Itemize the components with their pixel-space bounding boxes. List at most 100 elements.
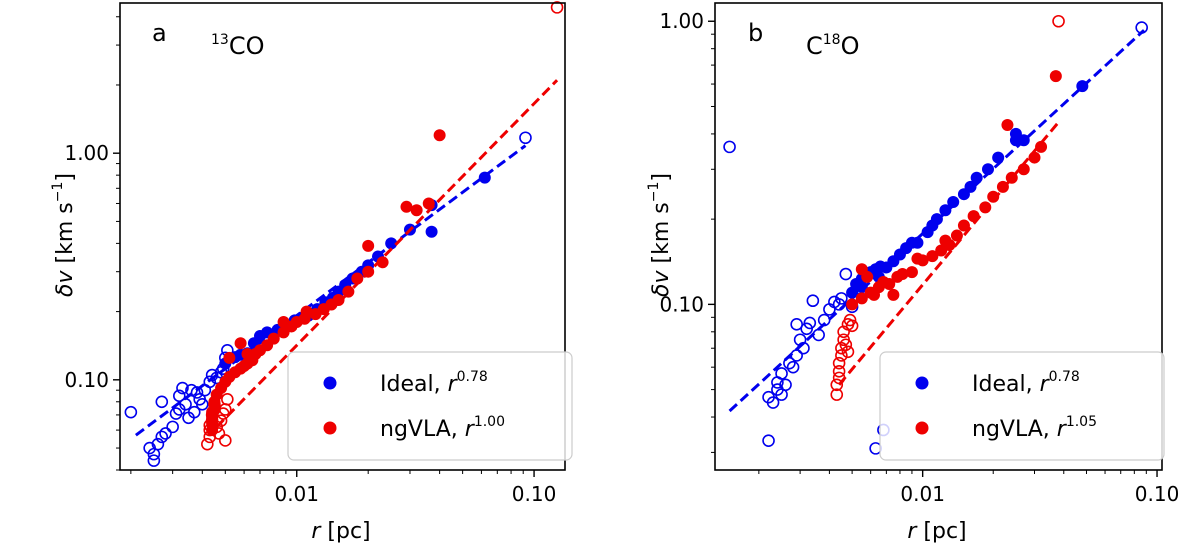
data-point-ngvla: [410, 204, 423, 217]
y-tick-label: 0.10: [659, 292, 704, 316]
legend-exp-ideal-b: 0.78: [1049, 369, 1080, 385]
data-point-ideal: [478, 171, 491, 184]
data-point-open-ngvla: [835, 349, 848, 362]
data-point-open-ngvla: [219, 403, 232, 416]
data-point-open-ideal: [198, 383, 212, 397]
data-point-ngvla: [362, 265, 375, 278]
legend-entry-ideal-a: Ideal, r0.78: [380, 369, 488, 397]
legend-marker-ngvla-a: [323, 421, 337, 435]
data-point-ngvla: [926, 250, 939, 263]
legend-var-ideal-a: r: [448, 372, 459, 397]
data-point-ngvla: [1017, 163, 1030, 176]
x-tick-label: 0.01: [274, 482, 319, 506]
xlabel-b: r [pc]: [907, 519, 966, 544]
data-point-ideal: [947, 195, 960, 208]
legend-entry-ideal-b: Ideal, r0.78: [972, 369, 1080, 397]
ylabel-close-b: ]: [649, 173, 674, 182]
data-point-open-ideal: [147, 454, 161, 467]
data-point-open-ideal: [187, 405, 201, 419]
data-point-open-ideal: [832, 298, 846, 311]
data-point-ngvla: [967, 210, 980, 223]
xlabel-a: r [pc]: [311, 519, 370, 544]
axes-frame-b: [714, 2, 1163, 471]
legend-entry-ngvla-b: ngVLA, r1.05: [972, 414, 1097, 442]
data-point-open-ideal: [775, 367, 788, 380]
data-point-open-ideal: [762, 434, 775, 447]
data-point-open-ngvla: [550, 1, 564, 14]
x-tick-label: 0.10: [512, 482, 557, 506]
xlabel-unit-a: [pc]: [320, 519, 370, 544]
fit-line-ngvla: [215, 79, 559, 428]
data-point-ideal: [855, 281, 868, 294]
data-point-ngvla: [996, 180, 1009, 193]
fit-line-ngvla: [837, 121, 1060, 386]
data-point-open-ideal: [817, 313, 831, 327]
data-point-ngvla: [351, 272, 364, 285]
molecule-base-a: CO: [229, 32, 265, 60]
legend-marker-ngvla-b: [915, 421, 929, 435]
data-point-open-ideal: [800, 322, 813, 336]
legend-entry-ngvla-a: ngVLA, r1.00: [380, 414, 505, 442]
panel-label-b: b: [748, 19, 763, 47]
xlabel-var-a: r: [311, 519, 322, 544]
ylabel-var-b: δv: [649, 270, 674, 297]
data-point-open-ngvla: [832, 365, 846, 378]
ylabel-exp-b: −1: [646, 182, 662, 203]
data-point-open-ideal: [169, 407, 183, 420]
data-point-open-ideal: [173, 389, 186, 403]
data-point-ideal: [939, 204, 952, 217]
legend-var-ideal-b: r: [1040, 372, 1051, 397]
legend-exp-ngvla-b: 1.05: [1066, 414, 1097, 430]
data-point-open-ideal: [155, 395, 169, 409]
data-point-open-ngvla: [830, 388, 844, 401]
data-point-open-ideal: [176, 381, 189, 395]
data-point-open-ideal: [190, 386, 204, 399]
data-point-ngvla: [911, 252, 924, 265]
data-point-ideal: [970, 171, 983, 184]
legend-var-ngvla-b: r: [1057, 417, 1068, 442]
data-point-open-ideal: [196, 397, 209, 411]
data-point-ngvla: [887, 288, 900, 301]
data-point-ideal: [1076, 80, 1089, 93]
data-point-ngvla: [277, 315, 290, 328]
data-point-ideal: [1009, 127, 1022, 140]
y-tick-label: 1.00: [64, 141, 109, 165]
legend-exp-ideal-a: 0.78: [457, 369, 488, 385]
data-point-ngvla: [433, 129, 446, 142]
data-point-open-ngvla: [219, 434, 232, 447]
data-point-ngvla: [332, 294, 345, 307]
data-point-ngvla: [376, 256, 389, 269]
data-point-open-ideal: [155, 430, 169, 444]
data-point-open-ngvla: [221, 393, 234, 406]
data-point-open-ngvla: [832, 371, 846, 385]
data-point-ngvla: [957, 219, 970, 232]
plot-area-b: [723, 14, 1148, 455]
data-point-ngvla: [422, 197, 435, 210]
ylabel-b: δv [km s−1]: [646, 173, 674, 297]
panel-a: 0.01 0.10 0.10 1.00 a 13CO r [pc] δv [km s−…: [50, 1, 573, 544]
data-point-ngvla: [234, 337, 247, 350]
data-point-ngvla: [362, 239, 375, 252]
panel-b: 0.01 0.10 0.10 1.00 b C18O r [pc] δv [km s−…: [646, 2, 1179, 544]
data-point-open-ideal: [766, 396, 780, 409]
legend-b: Ideal, r0.78 ngVLA, r1.05: [879, 351, 1165, 461]
data-point-ngvla: [342, 285, 355, 298]
data-point-ngvla: [241, 347, 254, 360]
data-point-open-ideal: [1135, 21, 1148, 34]
data-point-open-ngvla: [832, 356, 846, 370]
data-point-open-ngvla: [839, 338, 853, 352]
data-point-open-ngvla: [843, 313, 857, 327]
data-point-ngvla: [1005, 171, 1018, 184]
legend-var-ngvla-a: r: [465, 417, 476, 442]
panel-label-a: a: [152, 19, 167, 47]
molecule-prefix-b: C: [806, 32, 823, 60]
data-point-ngvla: [883, 278, 896, 291]
data-point-open-ideal: [793, 333, 807, 347]
ylabel-a: δv [km s−1]: [50, 173, 78, 297]
axis-ticks-b: 0.01 0.10 0.10 1.00: [659, 9, 1179, 506]
data-point-open-ngvla: [1052, 14, 1065, 28]
legend-a: Ideal, r0.78 ngVLA, r1.00: [287, 351, 573, 461]
data-point-open-ideal: [797, 341, 810, 355]
data-point-ngvla: [300, 305, 313, 318]
